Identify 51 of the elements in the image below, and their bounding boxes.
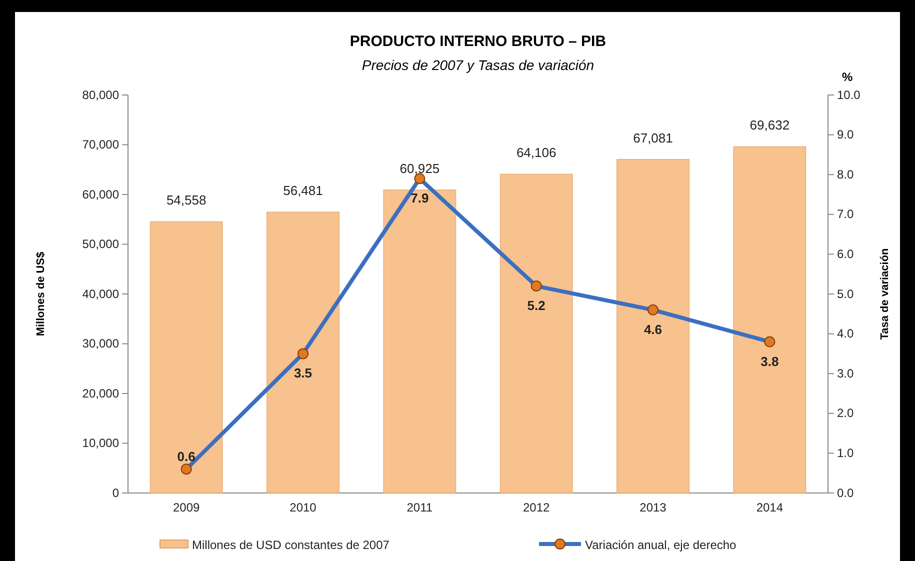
y-tick-label: 0 bbox=[112, 486, 120, 500]
bar bbox=[500, 174, 573, 494]
data-label: 4.6 bbox=[644, 322, 662, 337]
legend-label: Variación anual, eje derecho bbox=[585, 538, 737, 552]
y2-tick-label: 0.0 bbox=[837, 486, 854, 500]
x-tick-label: 2010 bbox=[290, 500, 317, 515]
data-label: 56,481 bbox=[283, 183, 323, 198]
data-label: 0.6 bbox=[177, 449, 196, 464]
data-label: 64,106 bbox=[516, 145, 556, 160]
data-label: 54,558 bbox=[166, 192, 206, 208]
y2-tick-label: 6.0 bbox=[837, 247, 854, 262]
data-label: 5.2 bbox=[527, 298, 546, 314]
data-label: 3.8 bbox=[760, 354, 779, 369]
data-label: 67,081 bbox=[633, 130, 673, 146]
y2-tick-label: 1.0 bbox=[837, 446, 854, 460]
bar bbox=[733, 146, 806, 494]
y-tick-label: 40,000 bbox=[82, 286, 120, 301]
y2-tick-label: 9.0 bbox=[837, 128, 854, 142]
x-tick-label: 2013 bbox=[640, 500, 667, 515]
y-tick-label: 10,000 bbox=[82, 436, 120, 450]
y-tick-label: 80,000 bbox=[82, 88, 120, 102]
bar bbox=[616, 159, 690, 494]
y2-tick-label: 5.0 bbox=[837, 286, 854, 301]
chart-title: PRODUCTO INTERNO BRUTO – PIB bbox=[350, 33, 606, 50]
y2-tick-label: 7.0 bbox=[837, 207, 854, 222]
y-tick-label: 50,000 bbox=[82, 237, 120, 252]
y2-tick-label: 3.0 bbox=[837, 366, 854, 380]
data-label: 3.5 bbox=[294, 366, 312, 381]
y-tick-label: 20,000 bbox=[82, 386, 120, 400]
y2-axis-title: Tasa de variación bbox=[879, 248, 891, 340]
y2-tick-label: 10.0 bbox=[837, 88, 861, 102]
data-label: 7.9 bbox=[410, 190, 429, 206]
data-label: 60,925 bbox=[400, 160, 440, 176]
x-tick-label: 2011 bbox=[406, 500, 433, 515]
text: % bbox=[842, 70, 853, 84]
x-tick-label: 2012 bbox=[522, 500, 550, 515]
data-label: 69,632 bbox=[750, 118, 790, 133]
y-tick-label: 30,000 bbox=[82, 336, 120, 351]
y2-tick-label: 2.0 bbox=[837, 406, 854, 420]
bar bbox=[383, 190, 456, 494]
y-tick-label: 70,000 bbox=[82, 138, 120, 152]
y-tick-label: 60,000 bbox=[82, 187, 120, 202]
y2-tick-label: 4.0 bbox=[837, 326, 854, 341]
x-tick-label: 2014 bbox=[756, 500, 784, 515]
bar bbox=[266, 212, 340, 494]
x-tick-label: 2009 bbox=[172, 500, 200, 515]
bar bbox=[150, 221, 223, 494]
chart-subtitle: Precios de 2007 y Tasas de variación bbox=[362, 57, 594, 73]
y2-tick-label: 8.0 bbox=[837, 167, 854, 182]
y-axis-title: Millones de US$ bbox=[35, 252, 47, 336]
legend-label: Millones de USD constantes de 2007 bbox=[192, 538, 390, 552]
